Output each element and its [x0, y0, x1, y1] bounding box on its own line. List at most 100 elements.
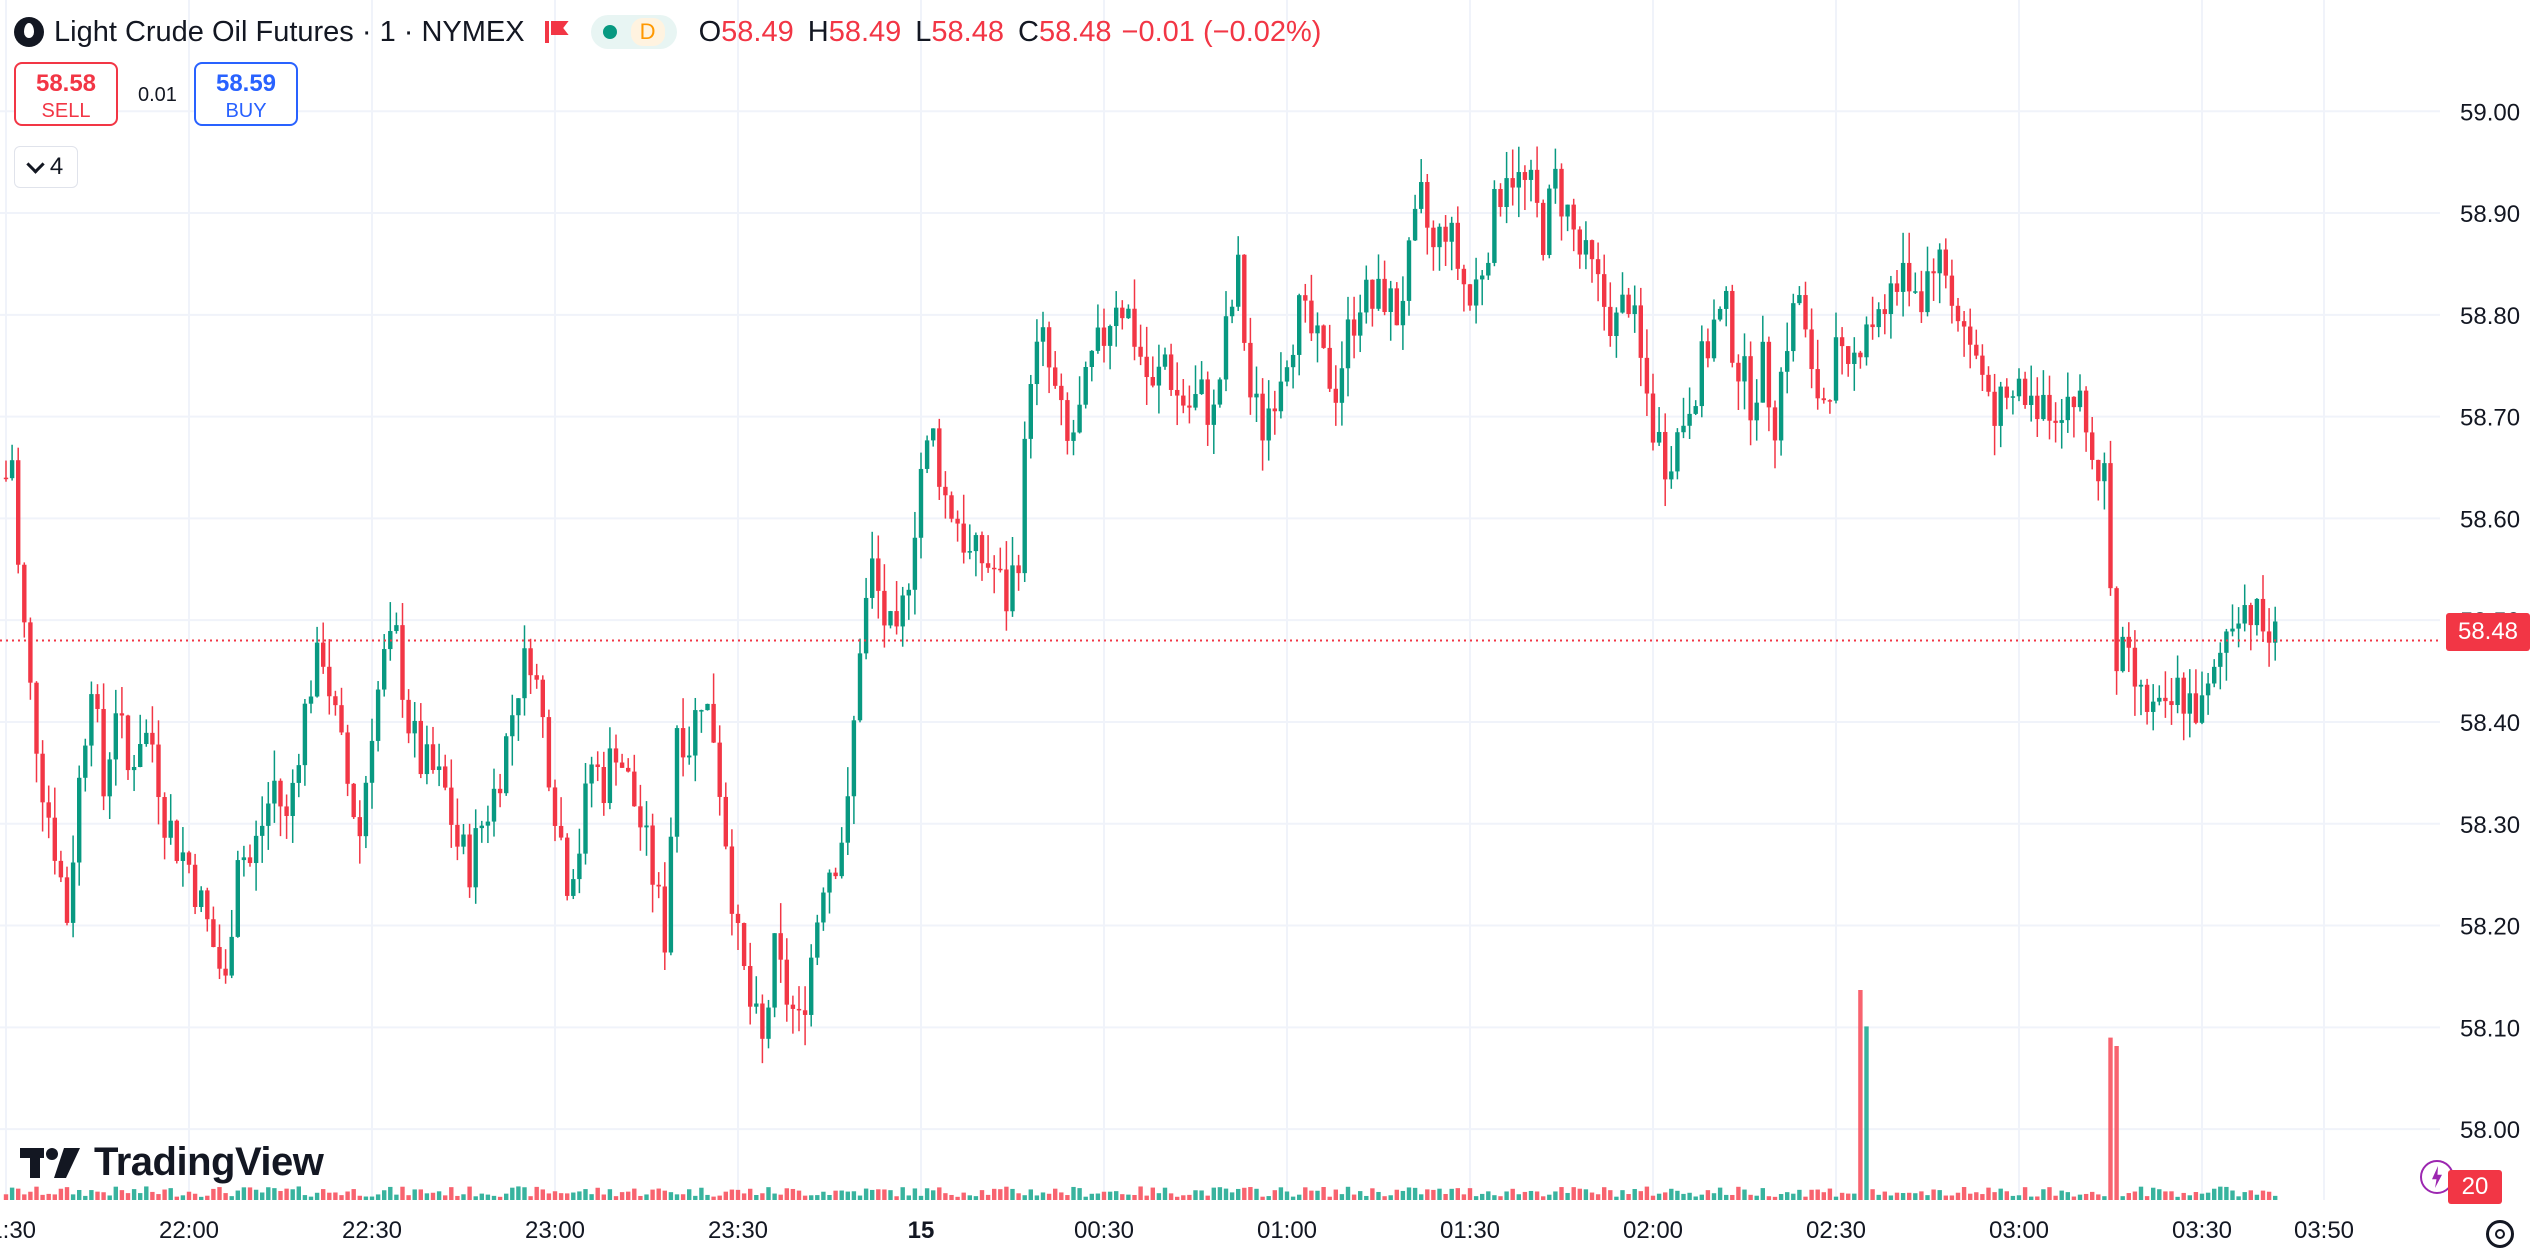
candle-body — [1315, 325, 1320, 334]
volume-bar — [1986, 1187, 1991, 1200]
candle-body — [1321, 325, 1326, 348]
volume-bar — [1882, 1191, 1887, 1200]
candle-body — [2083, 390, 2089, 433]
indicators-toggle-button[interactable]: 4 — [14, 146, 78, 188]
candle-body — [1040, 327, 1046, 342]
candle-body — [693, 710, 698, 756]
candle-body — [1400, 300, 1406, 326]
flag-icon[interactable] — [544, 21, 569, 43]
volume-bar — [1571, 1187, 1576, 1200]
candle-body — [943, 486, 948, 496]
candle-body — [705, 703, 710, 711]
volume-bar — [833, 1190, 838, 1200]
volume-bar — [1736, 1186, 1741, 1200]
candle-body — [1168, 354, 1174, 390]
candle-body — [870, 558, 875, 598]
candle-body — [1785, 351, 1790, 372]
volume-bar — [1040, 1192, 1046, 1200]
volume-bar — [2114, 1046, 2119, 1200]
volume-bar — [1004, 1186, 1009, 1200]
tradingview-logo[interactable]: TradingView — [20, 1138, 324, 1186]
candle-body — [522, 648, 527, 699]
volume-bar — [1541, 1196, 1546, 1200]
volume-bar — [1175, 1196, 1180, 1200]
candle-body — [2120, 636, 2125, 672]
volume-bar — [217, 1187, 222, 1200]
volume-bar — [876, 1189, 881, 1200]
ohlc-low-value: 58.48 — [931, 15, 1004, 48]
candle-body — [1559, 168, 1564, 217]
volume-bar — [668, 1192, 674, 1200]
volume-bar — [314, 1192, 320, 1200]
last-price-tag[interactable]: 58.48 — [2446, 613, 2530, 651]
candle-body — [229, 936, 234, 976]
candle-body — [931, 428, 936, 441]
settings-icon[interactable] — [2486, 1220, 2514, 1248]
volume-bar — [2047, 1187, 2052, 1200]
candle-body — [1217, 379, 1223, 405]
volume-bar — [168, 1188, 173, 1200]
candle-body — [467, 834, 472, 888]
candle-body — [375, 689, 381, 741]
volume-bar — [1272, 1190, 1277, 1200]
volume-bar — [894, 1196, 899, 1200]
volume-bar — [162, 1189, 167, 1200]
candle-body — [504, 736, 509, 794]
volume-bar — [1888, 1195, 1894, 1200]
volume-bar — [1473, 1196, 1479, 1200]
volume-bar — [638, 1195, 643, 1200]
candle-body — [1480, 275, 1485, 280]
candle-body — [1333, 388, 1338, 403]
x-tick-label: 02:30 — [1806, 1217, 1866, 1244]
buy-button[interactable]: 58.59 BUY — [194, 62, 298, 126]
volume-bar — [870, 1189, 875, 1200]
price-axis[interactable]: 59.0058.9058.8058.7058.6058.5058.4058.30… — [2460, 99, 2520, 1144]
volume-bar — [1260, 1196, 1265, 1200]
volume-bar — [382, 1190, 387, 1200]
volume-bar — [1577, 1188, 1582, 1200]
candle-body — [2144, 684, 2150, 712]
candle-body — [1778, 371, 1784, 441]
time-axis[interactable]: 21:30 22:00 22:30 23:00 23:30 15 00:30 01:00 01:… — [0, 1217, 2354, 1244]
candle-body — [2212, 666, 2217, 684]
candle-body — [1126, 308, 1131, 319]
volume-bar — [1876, 1194, 1881, 1200]
volume-bar — [1126, 1194, 1131, 1200]
volume-bar — [205, 1195, 210, 1200]
candle-body — [223, 968, 228, 976]
volume-bar — [113, 1186, 118, 1200]
volume-bar — [2022, 1187, 2028, 1200]
volume-bar — [1156, 1193, 1162, 1200]
volume-bar — [1400, 1190, 1406, 1200]
candle-body — [2218, 652, 2223, 667]
volume-bar — [845, 1191, 850, 1200]
volume-bar — [1528, 1190, 1534, 1200]
candle-body — [1821, 398, 1826, 401]
candle-body — [40, 753, 45, 803]
volume-bar — [1339, 1194, 1345, 1200]
volume-bar — [2035, 1196, 2040, 1200]
market-status[interactable]: D — [590, 15, 677, 49]
volume-bar — [1364, 1195, 1369, 1200]
volume-bar — [321, 1189, 326, 1200]
volume-bar — [2260, 1190, 2266, 1200]
sell-button[interactable]: 58.58 SELL — [14, 62, 118, 126]
volume-bar — [1717, 1187, 1723, 1200]
volume-bar — [272, 1188, 277, 1200]
volume-series — [3, 990, 2278, 1200]
symbol-title[interactable]: Light Crude Oil Futures · 1 · NYMEX — [54, 15, 525, 48]
candle-body — [851, 720, 857, 797]
ohlc-open-value: 58.49 — [721, 15, 794, 48]
volume-bar — [998, 1189, 1003, 1200]
volume-bar — [1132, 1194, 1137, 1200]
candle-body — [2029, 395, 2034, 406]
candle-body — [1303, 295, 1308, 301]
candle-body — [479, 825, 484, 829]
candle-body — [1339, 368, 1345, 403]
volume-bar — [1858, 990, 1863, 1200]
status-letter: D — [630, 18, 665, 46]
candle-body — [1406, 240, 1412, 301]
oil-drop-icon — [14, 17, 44, 47]
candle-body — [546, 717, 552, 788]
